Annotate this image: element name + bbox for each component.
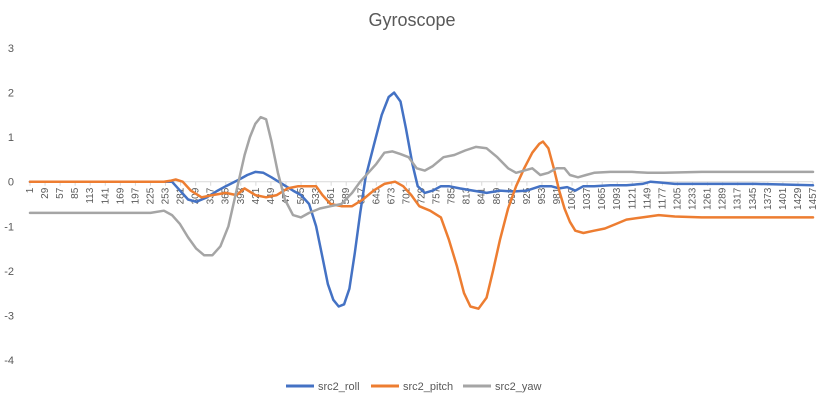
x-tick-label: 1373 [763,187,774,210]
x-tick-label: 1289 [718,187,729,210]
series-line-src2_yaw [28,115,815,257]
x-tick-label: 729 [417,187,428,204]
x-tick-label: 841 [477,187,488,204]
x-tick-label: 141 [100,187,111,204]
x-tick-label: 701 [401,187,412,204]
x-tick-label: 1 [25,187,36,193]
y-tick-label: -2 [4,266,14,278]
x-tick-label: 309 [191,187,202,204]
y-tick-label: -3 [4,310,14,322]
y-tick-label: 0 [8,177,14,189]
x-tick-label: 533 [311,187,322,204]
series-line-src2_roll [28,91,815,308]
x-tick-label: 1065 [597,187,608,210]
legend-label-src2_yaw: src2_yaw [495,381,542,393]
legend: src2_roll src2_pitch src2_yaw [286,381,542,393]
x-tick-label: 1037 [582,187,593,210]
y-tick-label: 1 [8,132,14,144]
x-tick-label: 85 [70,187,81,199]
x-tick-label: 253 [161,187,172,204]
x-tick-label: 393 [236,187,247,204]
x-tick-label: 645 [371,187,382,204]
x-tick-label: 1233 [688,187,699,210]
x-tick-label: 113 [85,187,96,203]
x-tick-label: 1149 [642,187,653,209]
chart-title: Gyroscope [368,10,455,30]
x-tick-label: 981 [552,187,563,204]
x-tick-label: 1177 [657,187,668,209]
x-tick-label: 1121 [627,187,638,209]
x-tick-label: 1093 [612,187,623,210]
x-tick-label: 1457 [808,187,819,210]
x-tick-label: 1401 [778,187,789,210]
legend-label-src2_roll: src2_roll [318,381,360,393]
legend-label-src2_pitch: src2_pitch [403,381,453,393]
x-tick-label: 925 [522,187,533,204]
x-tick-label: 757 [432,187,443,204]
y-tick-label: 2 [8,88,14,100]
x-axis-ticks: 1 29 57 85 113 141 169 197 225 253 281 309 337 365 393… [25,181,819,210]
series-lines [28,91,815,310]
x-tick-label: 29 [40,187,51,199]
x-tick-label: 869 [492,187,503,204]
x-tick-label: 225 [145,187,156,204]
x-tick-label: 281 [176,187,187,204]
x-tick-label: 57 [55,187,66,199]
x-tick-label: 365 [221,187,232,204]
series-line-src2_pitch [28,140,815,310]
x-tick-label: 953 [537,187,548,204]
x-tick-label: 813 [462,187,473,204]
x-tick-label: 1317 [733,187,744,210]
x-tick-label: 1261 [703,187,714,210]
x-tick-label: 1429 [793,187,804,210]
y-tick-label: -4 [4,355,14,367]
y-axis-ticks: 3 2 1 0 -1 -2 -3 -4 [4,43,14,367]
y-tick-label: 3 [8,43,14,55]
y-tick-label: -1 [4,221,14,233]
x-tick-label: 1009 [567,187,578,210]
x-tick-label: 197 [130,187,141,204]
x-tick-label: 1205 [672,187,683,210]
x-tick-label: 589 [341,187,352,204]
x-tick-label: 785 [447,187,458,204]
x-tick-label: 673 [386,187,397,204]
x-tick-label: 169 [115,187,126,204]
x-tick-label: 561 [326,187,337,204]
x-tick-label: 477 [281,187,292,204]
x-tick-label: 1345 [748,187,759,210]
